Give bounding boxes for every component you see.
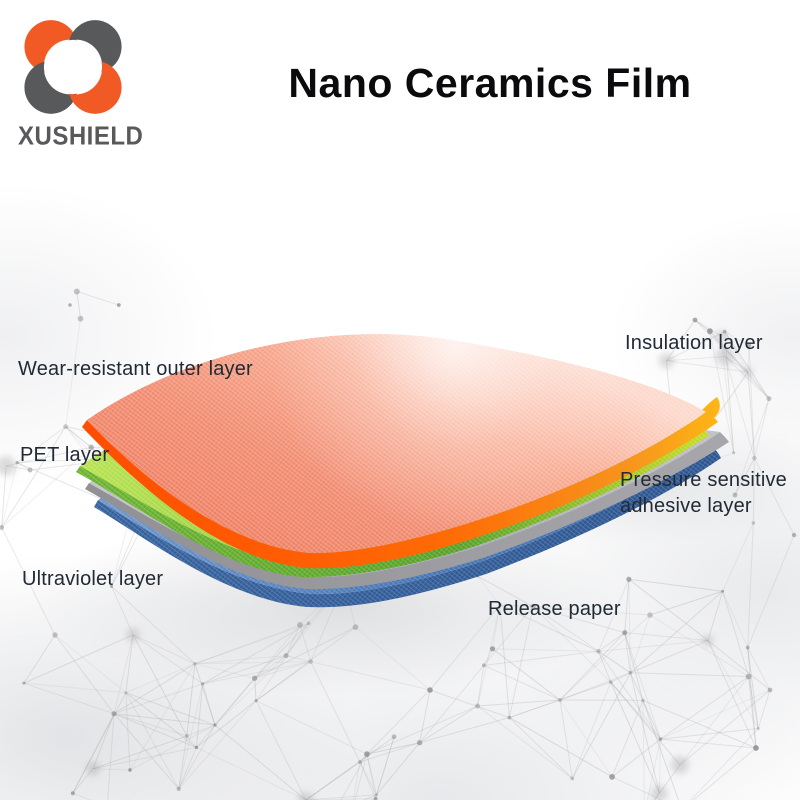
layer-label-adhesive: Pressure sensitive adhesive layer [620,469,787,517]
layer-label-pet: PET layer [20,444,110,466]
brand-name: XUSHIELD [18,122,144,152]
brand-logo-icon [24,20,122,114]
layer-label-wear-resistant: Wear-resistant outer layer [18,358,253,380]
sheet-salmon [82,334,720,569]
layer-label-release-paper: Release paper [488,598,621,620]
page-title: Nano Ceramics Film [288,60,692,106]
layer-label-ultraviolet: Ultraviolet layer [22,568,164,590]
layer-label-insulation: Insulation layer [625,332,763,354]
brand-logo: XUSHIELD [18,14,148,152]
